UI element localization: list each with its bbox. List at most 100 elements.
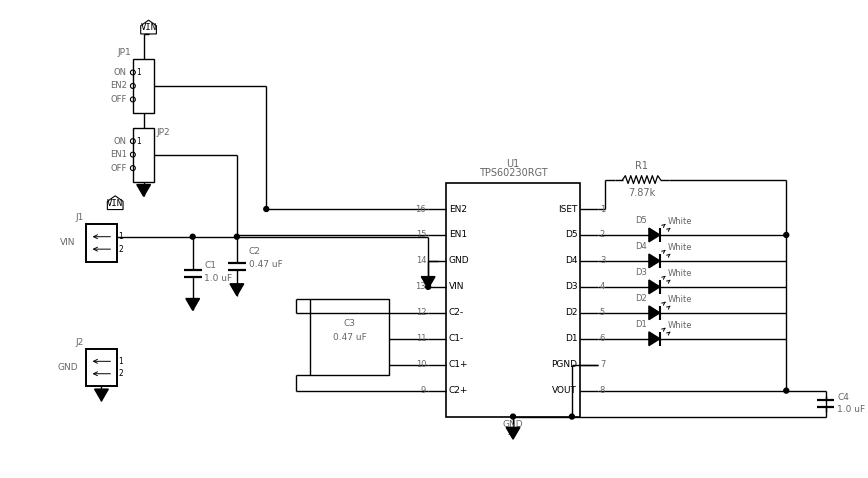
Text: J2: J2 bbox=[76, 338, 84, 347]
Polygon shape bbox=[649, 280, 660, 293]
Text: C4: C4 bbox=[838, 393, 849, 402]
Text: 0.47 uF: 0.47 uF bbox=[248, 260, 282, 269]
Text: 7.87k: 7.87k bbox=[628, 188, 655, 198]
Text: U1: U1 bbox=[506, 159, 520, 169]
Text: 7: 7 bbox=[600, 360, 605, 369]
Text: TPS60230RGT: TPS60230RGT bbox=[479, 168, 548, 178]
Polygon shape bbox=[649, 254, 660, 268]
Polygon shape bbox=[649, 228, 660, 242]
Polygon shape bbox=[230, 284, 244, 295]
Text: White: White bbox=[667, 243, 693, 252]
Circle shape bbox=[190, 234, 195, 239]
Text: ON: ON bbox=[114, 68, 127, 77]
Text: 2: 2 bbox=[118, 369, 123, 378]
Text: C1-: C1- bbox=[449, 334, 464, 343]
Text: 1.0 uF: 1.0 uF bbox=[205, 274, 233, 283]
Text: EN2: EN2 bbox=[449, 205, 467, 214]
Text: C2-: C2- bbox=[449, 308, 464, 317]
Text: R1: R1 bbox=[635, 161, 648, 171]
Text: 1: 1 bbox=[600, 205, 605, 214]
Text: 1: 1 bbox=[135, 137, 141, 146]
Text: GND: GND bbox=[58, 363, 78, 372]
Text: White: White bbox=[667, 269, 693, 278]
Text: 1.0 uF: 1.0 uF bbox=[838, 405, 865, 414]
Text: D4: D4 bbox=[635, 242, 647, 251]
Text: C3: C3 bbox=[344, 319, 356, 328]
Text: 11: 11 bbox=[416, 334, 426, 343]
Text: OFF: OFF bbox=[110, 95, 127, 104]
Circle shape bbox=[784, 388, 789, 393]
Text: D5: D5 bbox=[565, 230, 577, 239]
Text: White: White bbox=[667, 295, 693, 304]
Polygon shape bbox=[137, 185, 150, 196]
Text: 10: 10 bbox=[416, 360, 426, 369]
Text: 0.47 uF: 0.47 uF bbox=[332, 333, 366, 342]
Text: GND: GND bbox=[503, 420, 523, 428]
Text: D4: D4 bbox=[565, 256, 577, 265]
Text: 13: 13 bbox=[416, 282, 426, 292]
Text: VIN: VIN bbox=[107, 199, 123, 208]
Text: D3: D3 bbox=[635, 268, 647, 277]
Text: 14: 14 bbox=[416, 256, 426, 265]
Text: 2: 2 bbox=[118, 245, 123, 254]
Text: VIN: VIN bbox=[61, 239, 76, 248]
Text: D1: D1 bbox=[565, 334, 577, 343]
Polygon shape bbox=[649, 306, 660, 320]
Bar bbox=[133, 59, 155, 113]
Text: D1: D1 bbox=[635, 320, 647, 329]
Text: EN1: EN1 bbox=[449, 230, 467, 239]
Polygon shape bbox=[95, 389, 108, 401]
Bar bbox=[86, 349, 117, 386]
Text: 1: 1 bbox=[118, 232, 123, 241]
Text: D5: D5 bbox=[635, 216, 647, 225]
Text: White: White bbox=[667, 321, 693, 330]
Text: C1+: C1+ bbox=[449, 360, 468, 369]
Text: J1: J1 bbox=[76, 213, 84, 222]
Text: 8: 8 bbox=[600, 386, 605, 395]
Polygon shape bbox=[506, 427, 520, 439]
Text: 12: 12 bbox=[416, 308, 426, 317]
Text: D2: D2 bbox=[635, 294, 647, 303]
Text: JP1: JP1 bbox=[117, 48, 131, 57]
Bar bbox=[86, 224, 117, 261]
Text: D2: D2 bbox=[565, 308, 577, 317]
Text: 16: 16 bbox=[416, 205, 426, 214]
Text: ON: ON bbox=[114, 137, 127, 146]
Text: D3: D3 bbox=[565, 282, 577, 292]
Circle shape bbox=[510, 414, 516, 419]
Text: VOUT: VOUT bbox=[552, 386, 577, 395]
Text: EN2: EN2 bbox=[110, 81, 127, 90]
Text: ISET: ISET bbox=[558, 205, 577, 214]
Polygon shape bbox=[649, 332, 660, 346]
Text: 5: 5 bbox=[600, 308, 605, 317]
Text: White: White bbox=[667, 217, 693, 226]
Text: 2: 2 bbox=[600, 230, 605, 239]
Text: 1: 1 bbox=[135, 68, 141, 77]
Text: VIN: VIN bbox=[141, 23, 156, 33]
Bar bbox=[311, 299, 389, 375]
Text: 9: 9 bbox=[421, 386, 426, 395]
Bar bbox=[446, 183, 580, 417]
Text: PGND: PGND bbox=[551, 360, 577, 369]
Text: C2: C2 bbox=[248, 247, 260, 256]
Text: 1: 1 bbox=[118, 357, 123, 366]
Text: JP2: JP2 bbox=[156, 128, 170, 137]
Text: OFF: OFF bbox=[110, 163, 127, 173]
Text: VIN: VIN bbox=[449, 282, 464, 292]
Text: 6: 6 bbox=[600, 334, 605, 343]
Text: EN1: EN1 bbox=[110, 150, 127, 159]
Text: 4: 4 bbox=[600, 282, 605, 292]
Circle shape bbox=[425, 284, 431, 289]
Text: C1: C1 bbox=[205, 261, 216, 270]
Polygon shape bbox=[186, 299, 200, 310]
Text: C2+: C2+ bbox=[449, 386, 468, 395]
Polygon shape bbox=[421, 277, 435, 288]
Circle shape bbox=[264, 206, 269, 211]
Circle shape bbox=[234, 234, 240, 239]
Circle shape bbox=[569, 414, 575, 419]
Text: 3: 3 bbox=[600, 256, 605, 265]
Text: 15: 15 bbox=[416, 230, 426, 239]
Text: GND: GND bbox=[449, 256, 470, 265]
Bar bbox=[133, 128, 155, 182]
Circle shape bbox=[784, 232, 789, 238]
